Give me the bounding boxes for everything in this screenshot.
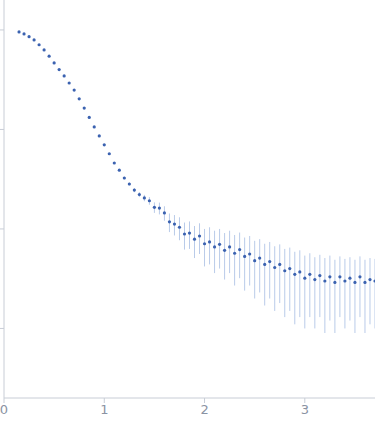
- svg-text:1: 1: [100, 402, 108, 417]
- svg-text:0: 0: [8, 402, 9, 417]
- svg-text:3: 3: [301, 402, 309, 417]
- svg-text:2: 2: [200, 402, 208, 417]
